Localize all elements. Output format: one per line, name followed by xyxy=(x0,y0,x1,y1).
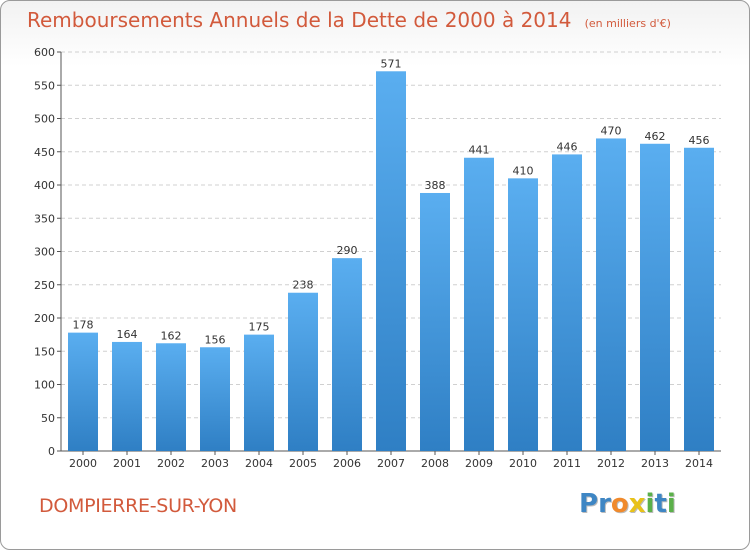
bar-2002 xyxy=(156,343,186,451)
x-tick-label: 2012 xyxy=(597,457,625,470)
x-tick-label: 2011 xyxy=(553,457,581,470)
town-name: DOMPIERRE-SUR-YON xyxy=(39,495,237,517)
x-tick-label: 2006 xyxy=(333,457,361,470)
x-tick-label: 2013 xyxy=(641,457,669,470)
data-label: 238 xyxy=(293,279,314,292)
data-label: 388 xyxy=(425,179,446,192)
bar-2013 xyxy=(640,143,670,451)
x-tick-label: 2004 xyxy=(245,457,273,470)
bar-2003 xyxy=(200,347,230,451)
y-tick-label: 100 xyxy=(34,379,55,392)
title-row: Remboursements Annuels de la Dette de 20… xyxy=(27,8,671,32)
bar-2001 xyxy=(112,341,142,451)
y-tick-label: 600 xyxy=(34,46,55,59)
data-label: 441 xyxy=(469,144,490,157)
x-tick-label: 2005 xyxy=(289,457,317,470)
bar-2008 xyxy=(420,192,450,452)
unit-note: (en milliers d'€) xyxy=(584,17,671,30)
y-tick-label: 550 xyxy=(34,79,55,92)
data-label: 456 xyxy=(689,134,710,147)
y-tick-label: 50 xyxy=(41,412,55,425)
y-tick-label: 300 xyxy=(34,246,55,259)
y-tick-label: 250 xyxy=(34,279,55,292)
bar-2012 xyxy=(596,138,626,451)
data-label: 462 xyxy=(645,130,666,143)
data-label: 470 xyxy=(601,124,622,137)
logo-letter: r xyxy=(598,489,611,519)
logo-letter: t xyxy=(654,489,667,519)
bar-2007 xyxy=(376,71,406,451)
y-tick-label: 350 xyxy=(34,212,55,225)
x-tick-label: 2001 xyxy=(113,457,141,470)
y-tick-label: 500 xyxy=(34,113,55,126)
logo-letter: i xyxy=(645,489,655,519)
x-tick-label: 2008 xyxy=(421,457,449,470)
bar-2004 xyxy=(244,334,274,451)
x-tick-label: 2014 xyxy=(685,457,713,470)
bar-2006 xyxy=(332,258,362,451)
data-label: 156 xyxy=(205,333,226,346)
bar-2011 xyxy=(552,154,582,451)
data-label: 164 xyxy=(117,328,138,341)
proxiti-logo: Proxiti xyxy=(579,489,676,519)
logo-letter: P xyxy=(579,489,599,519)
x-tick-label: 2002 xyxy=(157,457,185,470)
logo-letter: o xyxy=(610,489,629,519)
y-tick-label: 450 xyxy=(34,146,55,159)
data-label: 178 xyxy=(73,319,94,332)
chart-title: Remboursements Annuels de la Dette de 20… xyxy=(27,8,572,32)
bar-2014 xyxy=(684,147,714,451)
data-label: 162 xyxy=(161,329,182,342)
y-tick-label: 400 xyxy=(34,179,55,192)
x-tick-label: 2003 xyxy=(201,457,229,470)
data-label: 290 xyxy=(337,244,358,257)
y-tick-label: 200 xyxy=(34,312,55,325)
logo-letter: i xyxy=(666,489,676,519)
x-tick-label: 2000 xyxy=(69,457,97,470)
x-tick-label: 2010 xyxy=(509,457,537,470)
y-tick-label: 0 xyxy=(48,445,55,458)
y-tick-label: 150 xyxy=(34,345,55,358)
bar-2005 xyxy=(288,292,318,451)
data-label: 175 xyxy=(249,321,270,334)
data-label: 446 xyxy=(557,140,578,153)
data-label: 410 xyxy=(513,164,534,177)
x-tick-label: 2009 xyxy=(465,457,493,470)
bar-2009 xyxy=(464,157,494,452)
x-tick-label: 2007 xyxy=(377,457,405,470)
bar-2010 xyxy=(508,178,538,451)
logo-letter: x xyxy=(628,489,646,519)
bar-2000 xyxy=(68,332,98,451)
data-label: 571 xyxy=(381,57,402,70)
